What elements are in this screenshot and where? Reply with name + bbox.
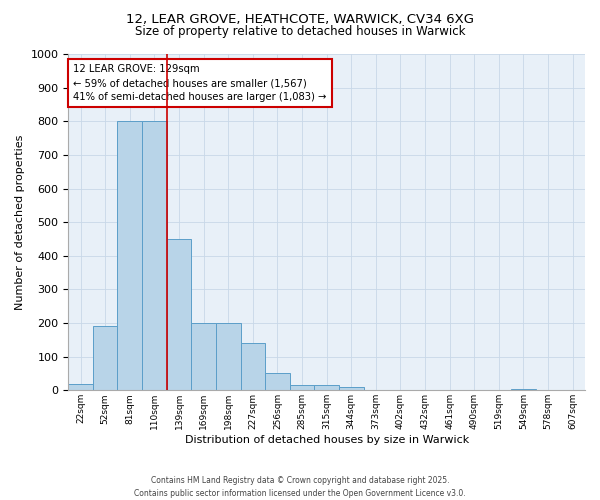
Bar — [339, 387, 364, 390]
Bar — [511, 388, 536, 390]
Bar — [118, 122, 142, 390]
Bar — [93, 326, 118, 390]
Bar — [142, 122, 167, 390]
Text: Contains HM Land Registry data © Crown copyright and database right 2025.
Contai: Contains HM Land Registry data © Crown c… — [134, 476, 466, 498]
Y-axis label: Number of detached properties: Number of detached properties — [15, 134, 25, 310]
Text: 12, LEAR GROVE, HEATHCOTE, WARWICK, CV34 6XG: 12, LEAR GROVE, HEATHCOTE, WARWICK, CV34… — [126, 12, 474, 26]
Bar — [216, 323, 241, 390]
Bar — [191, 323, 216, 390]
X-axis label: Distribution of detached houses by size in Warwick: Distribution of detached houses by size … — [185, 435, 469, 445]
Bar — [290, 385, 314, 390]
Bar — [241, 343, 265, 390]
Bar — [265, 374, 290, 390]
Bar — [68, 384, 93, 390]
Bar — [167, 239, 191, 390]
Text: Size of property relative to detached houses in Warwick: Size of property relative to detached ho… — [135, 25, 465, 38]
Bar — [314, 385, 339, 390]
Text: 12 LEAR GROVE: 129sqm
← 59% of detached houses are smaller (1,567)
41% of semi-d: 12 LEAR GROVE: 129sqm ← 59% of detached … — [73, 64, 327, 102]
